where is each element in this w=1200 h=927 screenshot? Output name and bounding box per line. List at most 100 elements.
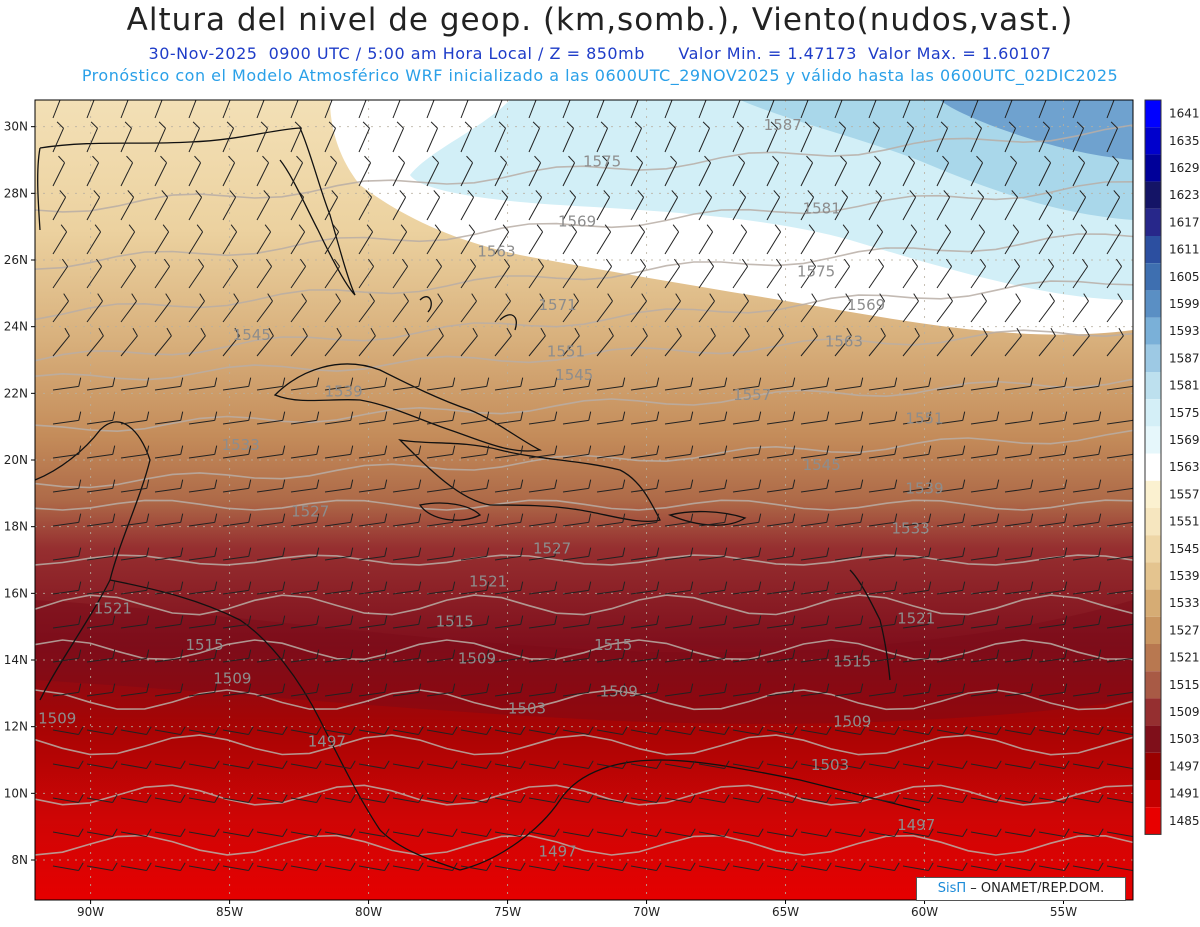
wind-barb <box>732 445 762 459</box>
wind-barb <box>1106 100 1115 119</box>
wind-barb <box>834 327 852 357</box>
wind-barb <box>1106 382 1133 391</box>
wind-barb <box>562 649 592 663</box>
wind-barb <box>732 828 764 838</box>
colorbar-label: 1581 <box>1169 379 1200 393</box>
wind-barb <box>936 649 966 663</box>
wind-barb <box>494 760 526 770</box>
wind-barb <box>120 649 150 663</box>
wind-barb <box>528 224 544 255</box>
wind-barb <box>188 726 220 736</box>
wind-barb <box>324 862 356 872</box>
wind-barb <box>732 377 762 391</box>
wind-barb <box>154 726 186 736</box>
wind-barb <box>324 411 354 425</box>
dark-blue-zone <box>940 100 1133 160</box>
wind-barb <box>324 683 354 697</box>
wind-barb <box>460 190 475 221</box>
wind-barb <box>290 155 304 187</box>
wind-barb <box>324 155 338 187</box>
wind-barb <box>1072 726 1104 736</box>
wind-barb <box>936 121 948 153</box>
contour-label: 1569 <box>558 213 596 231</box>
wind-barb <box>698 683 728 697</box>
wind-barb <box>562 224 578 255</box>
wind-barb <box>222 258 238 289</box>
wind-barb <box>392 155 406 187</box>
contour-label-layer: 1587 1575 1581 1569 1575 1563 1569 1571 1563 1545… <box>38 116 943 861</box>
wind-barb <box>1004 581 1034 595</box>
wind-barb <box>256 547 286 561</box>
wind-barb <box>902 828 934 838</box>
wind-barb <box>528 121 540 153</box>
wind-barb <box>222 513 252 527</box>
wind-barb <box>358 479 388 493</box>
wind-barb <box>358 100 367 119</box>
wind-barb <box>970 615 1000 629</box>
wind-barb <box>1038 649 1068 663</box>
wind-barb <box>834 445 864 459</box>
wind-barb <box>154 293 171 323</box>
wind-barb <box>460 794 492 804</box>
wind-barb <box>52 828 84 838</box>
wind-barb <box>86 828 118 838</box>
wind-barb <box>970 547 1000 561</box>
wind-barb <box>460 377 490 391</box>
wind-barb <box>528 862 560 872</box>
wind-barb <box>86 726 118 736</box>
wind-barb <box>358 293 375 323</box>
wind-barb <box>664 513 694 527</box>
wind-barb <box>562 547 592 561</box>
colorbar-label: 1521 <box>1169 651 1200 665</box>
wind-barb <box>1072 760 1104 770</box>
wind-barb <box>52 649 82 663</box>
wind-barb <box>630 615 660 629</box>
wind-barb <box>222 411 252 425</box>
wind-barb <box>528 258 544 289</box>
wind-barb <box>1038 224 1054 255</box>
lon-label: 75W <box>494 905 521 919</box>
wind-barb <box>52 377 82 391</box>
wind-barb <box>698 726 730 736</box>
wind-barb <box>1004 293 1021 323</box>
lat-label: 28N <box>4 186 28 200</box>
wind-barb <box>52 726 84 736</box>
wind-barb <box>52 411 82 425</box>
wind-barb <box>970 190 985 221</box>
wind-barb <box>154 828 186 838</box>
wind-barb <box>188 615 218 629</box>
wind-barb <box>358 327 376 357</box>
wind-barb <box>834 547 864 561</box>
wind-barb <box>766 224 782 255</box>
wind-barb <box>1072 377 1102 391</box>
wind-barb <box>86 100 95 119</box>
wind-barb <box>460 155 474 187</box>
wind-barb <box>290 683 320 697</box>
colorbar-label: 1605 <box>1169 270 1200 284</box>
wind-barb <box>1106 729 1133 736</box>
wind-barb <box>596 155 610 187</box>
wind-barb <box>698 794 730 804</box>
wind-barb <box>52 547 82 561</box>
wind-barb <box>426 327 444 357</box>
colorbar-swatch <box>1145 780 1161 808</box>
wind-barb <box>732 155 746 187</box>
lat-label: 16N <box>4 586 28 600</box>
wind-barb <box>562 121 574 153</box>
wind-barb <box>902 513 932 527</box>
wind-barb <box>52 479 82 493</box>
wind-barb <box>222 479 252 493</box>
wind-barb <box>222 190 237 221</box>
wind-barb <box>120 513 150 527</box>
wind-barb <box>324 760 356 770</box>
wind-barb <box>630 377 660 391</box>
wind-barb <box>834 258 850 289</box>
wind-barb <box>562 862 594 872</box>
contour-label: 1545 <box>233 326 271 344</box>
wind-barb <box>154 862 186 872</box>
wind-barb <box>664 547 694 561</box>
wind-barb <box>1004 649 1034 663</box>
wind-barb <box>358 445 388 459</box>
wind-barb <box>698 377 728 391</box>
wind-barb <box>766 513 796 527</box>
